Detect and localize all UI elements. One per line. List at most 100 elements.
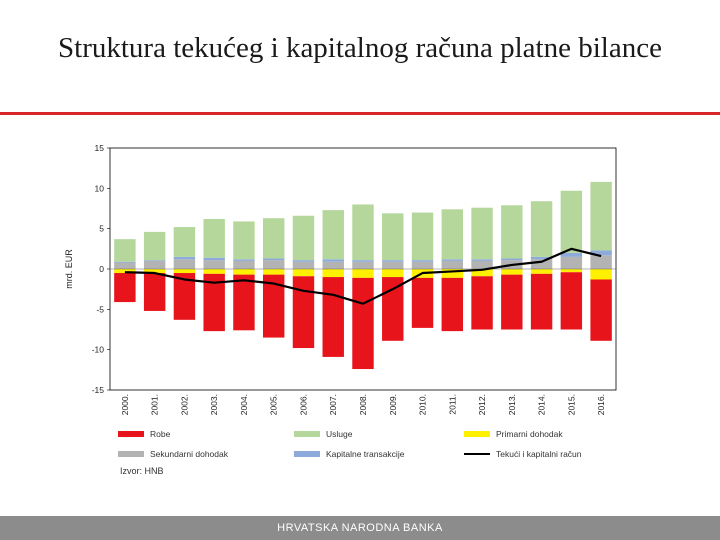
bar-primarni-2002 — [173, 269, 196, 274]
line-tekuci-kapitalni-racun — [124, 247, 602, 305]
y-tick-label: 5 — [99, 224, 104, 234]
legend-item-sekundarni: Sekundarni dohodak — [118, 448, 228, 460]
bar-robe-2006 — [292, 276, 315, 349]
bar-usluge-2001 — [143, 231, 166, 261]
y-axis-ticks: 15 10 5 0 -5 -10 -15 — [92, 143, 110, 395]
bar-kapitalne-2005 — [262, 258, 285, 261]
bar-robe-2000 — [114, 273, 136, 303]
bar-kapitalne-2015 — [560, 252, 583, 257]
y-tick-label: -5 — [96, 304, 104, 314]
bar-usluge-2010 — [411, 212, 434, 261]
bar-usluge-2011 — [441, 209, 464, 260]
bar-usluge-2012 — [471, 207, 493, 260]
bar-robe-2012 — [471, 276, 493, 330]
bar-sekundarni-2005 — [262, 260, 285, 269]
x-tick-label: 2006. — [298, 394, 308, 415]
bar-sekundarni-2001 — [143, 260, 166, 269]
bar-kapitalne-2002 — [173, 256, 196, 260]
bar-primarni-2011 — [441, 269, 464, 278]
x-tick-label: 2005. — [269, 394, 279, 415]
x-tick-label: 2015. — [566, 394, 576, 415]
bar-usluge-2000 — [114, 239, 136, 262]
legend-label-sekundarni: Sekundarni dohodak — [150, 449, 228, 459]
x-tick-label: 2014. — [537, 394, 547, 415]
legend-swatch-robe — [118, 431, 144, 437]
source-note: Izvor: HNB — [120, 466, 164, 476]
bar-kapitalne-2000 — [114, 261, 136, 263]
bar-kapitalne-2014 — [530, 256, 553, 260]
x-axis-ticks: 2000. 2001. 2002. 2003. 2004. 2005. 2006. 2007.… — [120, 394, 606, 415]
x-tick-label: 2001. — [150, 394, 160, 415]
bar-primarni-2000 — [114, 269, 136, 274]
x-tick-label: 2009. — [388, 394, 398, 415]
bar-sekundarni-2002 — [173, 259, 196, 269]
bar-sekundarni-2011 — [441, 260, 464, 269]
footer-bank-name: HRVATSKA NARODNA BANKA — [277, 522, 443, 534]
bars-group — [110, 181, 616, 370]
bar-kapitalne-2006 — [292, 260, 315, 262]
bar-usluge-2005 — [262, 218, 285, 259]
bar-robe-2003 — [203, 273, 225, 332]
bar-primarni-2001 — [143, 269, 166, 274]
x-tick-label: 2008. — [358, 394, 368, 415]
legend-swatch-usluge — [294, 431, 320, 437]
bar-usluge-2015 — [560, 190, 583, 253]
bar-sekundarni-2009 — [382, 261, 404, 269]
x-tick-label: 2002. — [179, 394, 189, 415]
legend-item-primarni: Primarni dohodak — [464, 428, 563, 440]
x-tick-label: 2007. — [328, 394, 338, 415]
chart-legend: Robe Usluge Primarni dohodak Sekundarni … — [118, 428, 618, 468]
line-group — [124, 247, 602, 305]
legend-label-kapitalne: Kapitalne transakcije — [326, 449, 405, 459]
x-tick-label: 2016. — [596, 394, 606, 415]
x-tick-label: 2012. — [477, 394, 487, 415]
bar-kapitalne-2003 — [203, 257, 225, 261]
bar-primarni-2014 — [530, 269, 553, 274]
y-tick-label: 0 — [99, 264, 104, 274]
bar-primarni-2004 — [233, 269, 255, 275]
bar-sekundarni-2003 — [203, 260, 225, 269]
bar-usluge-2007 — [322, 210, 344, 260]
legend-label-primarni: Primarni dohodak — [496, 429, 563, 439]
bar-robe-2010 — [411, 277, 434, 328]
bar-kapitalne-2012 — [471, 259, 493, 261]
y-tick-label: 15 — [95, 143, 105, 153]
bar-robe-2014 — [530, 273, 553, 330]
legend-item-robe: Robe — [118, 428, 170, 440]
x-tick-label: 2000. — [120, 394, 130, 415]
bar-robe-2008 — [352, 277, 374, 370]
bar-primarni-2013 — [501, 269, 523, 275]
bar-sekundarni-2012 — [471, 260, 493, 269]
x-tick-label: 2011. — [447, 394, 457, 415]
bar-sekundarni-2016 — [590, 255, 612, 269]
bar-sekundarni-2000 — [114, 262, 136, 269]
y-tick-label: -15 — [92, 385, 105, 395]
x-tick-label: 2004. — [239, 394, 249, 415]
bar-usluge-2006 — [292, 215, 315, 261]
bar-usluge-2014 — [530, 201, 553, 257]
bar-kapitalne-2009 — [382, 260, 404, 262]
bar-primarni-2008 — [352, 269, 374, 278]
bar-robe-2007 — [322, 277, 344, 357]
bar-kapitalne-2010 — [411, 260, 434, 262]
x-tick-label: 2010. — [418, 394, 428, 415]
bar-robe-2016 — [590, 279, 612, 341]
legend-line-tekuci — [464, 453, 490, 455]
y-tick-label: -10 — [92, 345, 105, 355]
bar-sekundarni-2004 — [233, 260, 255, 269]
legend-swatch-primarni — [464, 431, 490, 437]
bar-usluge-2009 — [382, 213, 404, 261]
bar-primarni-2003 — [203, 269, 225, 274]
bar-sekundarni-2007 — [322, 261, 344, 269]
bar-kapitalne-2016 — [590, 250, 612, 256]
bar-primarni-2005 — [262, 269, 285, 275]
y-axis-label: mrd. EUR — [64, 249, 74, 289]
bar-primarni-2009 — [382, 269, 404, 278]
bar-usluge-2002 — [173, 227, 196, 257]
y-tick-label: 10 — [95, 183, 105, 193]
bar-usluge-2016 — [590, 181, 612, 251]
bar-primarni-2012 — [471, 269, 493, 277]
bar-robe-2002 — [173, 273, 196, 320]
bar-kapitalne-2007 — [322, 259, 344, 262]
bar-usluge-2008 — [352, 204, 374, 261]
